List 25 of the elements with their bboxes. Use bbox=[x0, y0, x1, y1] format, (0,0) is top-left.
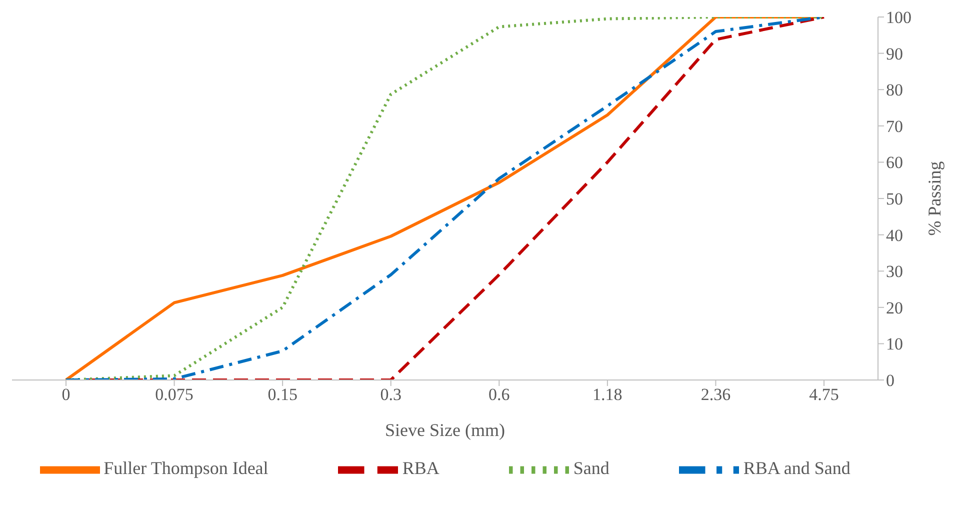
x-tick-label: 0.075 bbox=[155, 385, 194, 404]
y-tick-label: 10 bbox=[886, 334, 903, 354]
legend-label: Fuller Thompson Ideal bbox=[104, 458, 268, 478]
y-tick-label: 100 bbox=[886, 8, 912, 28]
y-tick-label: 40 bbox=[886, 226, 903, 245]
y-tick-label: 0 bbox=[886, 371, 894, 390]
y-tick-label: 20 bbox=[886, 298, 903, 318]
x-tick-label: 0.3 bbox=[380, 385, 402, 404]
legend-label: RBA and Sand bbox=[743, 458, 850, 478]
x-axis-title: Sieve Size (mm) bbox=[385, 420, 505, 440]
legend-label: Sand bbox=[573, 458, 610, 478]
y-tick-label: 60 bbox=[886, 153, 903, 172]
x-tick-label: 1.18 bbox=[592, 385, 622, 404]
x-tick-label: 4.75 bbox=[809, 385, 839, 404]
y-axis-title: % Passing bbox=[924, 161, 944, 236]
x-tick-label: 0.15 bbox=[268, 385, 298, 404]
x-tick-label: 0 bbox=[62, 385, 70, 404]
y-tick-label: 90 bbox=[886, 44, 903, 64]
y-tick-label: 80 bbox=[886, 80, 903, 100]
y-tick-label: 30 bbox=[886, 262, 903, 282]
y-tick-label: 50 bbox=[886, 190, 903, 209]
y-tick-label: 70 bbox=[886, 116, 903, 136]
x-tick-label: 2.36 bbox=[700, 385, 731, 404]
x-tick-label: 0.6 bbox=[488, 385, 510, 404]
legend-label: RBA bbox=[402, 458, 440, 478]
